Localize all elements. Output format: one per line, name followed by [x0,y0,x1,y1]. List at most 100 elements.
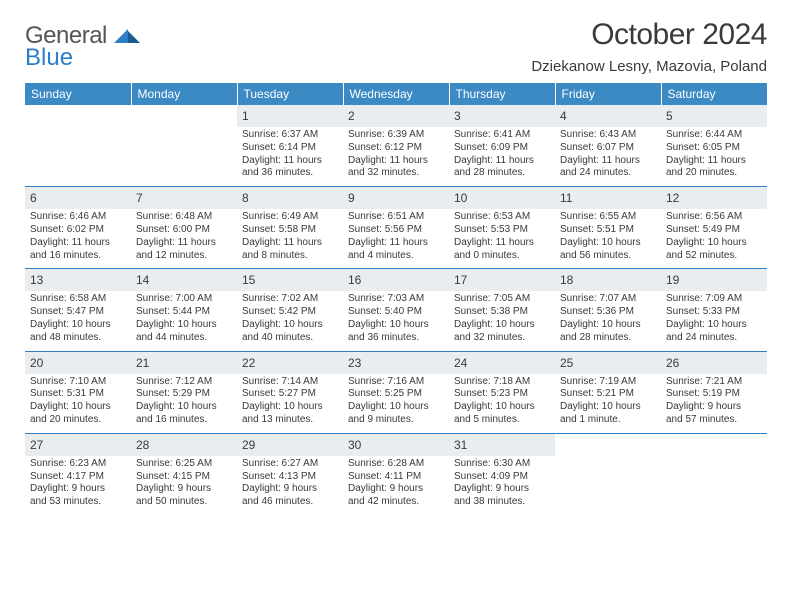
daylight-text: Daylight: 10 hours [666,319,762,332]
brand-logo: General Blue [25,18,140,72]
day-number-bar: 17 [449,269,555,291]
calendar-day-cell: 3Sunrise: 6:41 AMSunset: 6:09 PMDaylight… [449,105,555,187]
daylight-text: and 53 minutes. [30,496,126,509]
calendar-day-cell [661,433,767,515]
month-title: October 2024 [531,18,767,52]
col-thursday: Thursday [449,83,555,105]
day-number: 12 [666,191,679,205]
day-number-bar: 27 [25,434,131,456]
daylight-text: Daylight: 11 hours [30,237,126,250]
sunrise-text: Sunrise: 6:30 AM [454,458,550,471]
day-number-bar: 19 [661,269,767,291]
calendar-week-row: 27Sunrise: 6:23 AMSunset: 4:17 PMDayligh… [25,433,767,515]
daylight-text: and 57 minutes. [666,414,762,427]
sunset-text: Sunset: 5:36 PM [560,306,656,319]
location-text: Dziekanow Lesny, Mazovia, Poland [531,58,767,75]
calendar-day-cell: 26Sunrise: 7:21 AMSunset: 5:19 PMDayligh… [661,351,767,433]
calendar-day-cell: 24Sunrise: 7:18 AMSunset: 5:23 PMDayligh… [449,351,555,433]
daylight-text: Daylight: 9 hours [242,483,338,496]
day-number: 27 [30,438,43,452]
calendar-day-cell: 4Sunrise: 6:43 AMSunset: 6:07 PMDaylight… [555,105,661,187]
calendar-day-cell: 22 Sunrise: 7:14 AMSunset: 5:27 PMDayligh… [237,351,343,433]
sunrise-text: Sunrise: 6:51 AM [348,211,444,224]
sunrise-text: Sunrise: 7:16 AM [348,376,444,389]
sunset-text: Sunset: 6:05 PM [666,142,762,155]
col-monday: Monday [131,83,237,105]
day-number: 25 [560,356,573,370]
daylight-text: and 28 minutes. [560,332,656,345]
day-number: 14 [136,273,149,287]
sunset-text: Sunset: 5:27 PM [242,388,338,401]
calendar-week-row: 20Sunrise: 7:10 AMSunset: 5:31 PMDayligh… [25,351,767,433]
day-number-bar: 5 [661,105,767,127]
calendar-day-cell: 11Sunrise: 6:55 AMSunset: 5:51 PMDayligh… [555,187,661,269]
sunset-text: Sunset: 5:42 PM [242,306,338,319]
calendar-day-cell: 29Sunrise: 6:27 AMSunset: 4:13 PMDayligh… [237,433,343,515]
sunrise-text: Sunrise: 7:21 AM [666,376,762,389]
calendar-day-cell: 30Sunrise: 6:28 AMSunset: 4:11 PMDayligh… [343,433,449,515]
day-number: 8 [242,191,249,205]
day-number: 7 [136,191,143,205]
sunrise-text: Sunrise: 7:00 AM [136,293,232,306]
daylight-text: and 1 minute. [560,414,656,427]
calendar-day-cell: 20Sunrise: 7:10 AMSunset: 5:31 PMDayligh… [25,351,131,433]
day-number-bar: 12 [661,187,767,209]
day-number-bar: 18 [555,269,661,291]
sunrise-text: Sunrise: 7:09 AM [666,293,762,306]
daylight-text: Daylight: 9 hours [454,483,550,496]
daylight-text: Daylight: 9 hours [136,483,232,496]
day-number-bar: 6 [25,187,131,209]
calendar-body: 1Sunrise: 6:37 AMSunset: 6:14 PMDaylight… [25,105,767,515]
calendar-day-cell: 21Sunrise: 7:12 AMSunset: 5:29 PMDayligh… [131,351,237,433]
daylight-text: Daylight: 10 hours [560,319,656,332]
daylight-text: and 32 minutes. [348,167,444,180]
daylight-text: Daylight: 9 hours [348,483,444,496]
day-number: 21 [136,356,149,370]
daylight-text: Daylight: 10 hours [242,401,338,414]
day-number: 2 [348,109,355,123]
calendar-day-cell: 9Sunrise: 6:51 AMSunset: 5:56 PMDaylight… [343,187,449,269]
daylight-text: Daylight: 11 hours [242,155,338,168]
header: General Blue October 2024 Dziekanow Lesn… [25,18,767,75]
calendar-week-row: 1Sunrise: 6:37 AMSunset: 6:14 PMDaylight… [25,105,767,187]
day-number-bar: 20 [25,352,131,374]
sunset-text: Sunset: 4:11 PM [348,471,444,484]
sunrise-text: Sunrise: 6:28 AM [348,458,444,471]
sunrise-text: Sunrise: 6:25 AM [136,458,232,471]
daylight-text: Daylight: 10 hours [454,401,550,414]
sunrise-text: Sunrise: 6:44 AM [666,129,762,142]
sunrise-text: Sunrise: 6:41 AM [454,129,550,142]
calendar-day-cell: 5Sunrise: 6:44 AMSunset: 6:05 PMDaylight… [661,105,767,187]
sunset-text: Sunset: 5:58 PM [242,224,338,237]
daylight-text: and 48 minutes. [30,332,126,345]
daylight-text: Daylight: 9 hours [30,483,126,496]
col-saturday: Saturday [661,83,767,105]
day-number-bar: 1 [237,105,343,127]
daylight-text: and 24 minutes. [560,167,656,180]
sunrise-text: Sunrise: 7:14 AM [242,376,338,389]
sunrise-text: Sunrise: 7:12 AM [136,376,232,389]
daylight-text: and 56 minutes. [560,250,656,263]
sunrise-text: Sunrise: 6:46 AM [30,211,126,224]
day-number: 15 [242,273,255,287]
calendar-day-cell: 1Sunrise: 6:37 AMSunset: 6:14 PMDaylight… [237,105,343,187]
day-number-bar: 11 [555,187,661,209]
sunrise-text: Sunrise: 6:37 AM [242,129,338,142]
daylight-text: Daylight: 11 hours [454,155,550,168]
day-number-bar: 29 [237,434,343,456]
sunrise-text: Sunrise: 6:49 AM [242,211,338,224]
day-number: 22 [242,356,255,370]
calendar-day-cell: 18Sunrise: 7:07 AMSunset: 5:36 PMDayligh… [555,269,661,351]
day-number-bar: 8 [237,187,343,209]
sunset-text: Sunset: 6:07 PM [560,142,656,155]
sunrise-text: Sunrise: 7:18 AM [454,376,550,389]
day-number-bar: 22 [237,352,343,374]
day-number-bar: 15 [237,269,343,291]
sunrise-text: Sunrise: 6:55 AM [560,211,656,224]
day-number: 26 [666,356,679,370]
calendar-header-row: Sunday Monday Tuesday Wednesday Thursday… [25,83,767,105]
daylight-text: Daylight: 10 hours [136,401,232,414]
daylight-text: Daylight: 10 hours [30,401,126,414]
daylight-text: Daylight: 10 hours [242,319,338,332]
sunrise-text: Sunrise: 6:27 AM [242,458,338,471]
